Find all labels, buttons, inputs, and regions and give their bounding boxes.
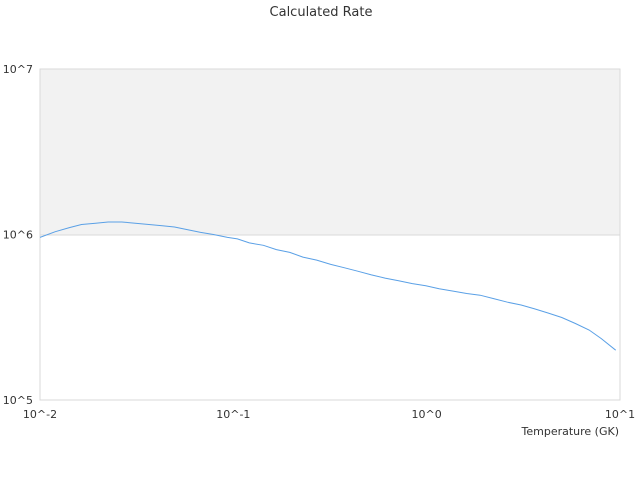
- y-tick-label: 10^7: [3, 63, 33, 76]
- x-tick-label: 10^0: [412, 408, 442, 421]
- y-tick-label: 10^5: [3, 394, 33, 407]
- x-tick-label: 10^-1: [216, 408, 250, 421]
- upper-band: [40, 69, 620, 235]
- chart-title: Calculated Rate: [270, 5, 373, 20]
- x-axis: 10^-2 10^-1 10^0 10^1: [23, 408, 635, 421]
- y-tick-label: 10^6: [3, 229, 33, 242]
- y-axis: 10^7 10^6 10^5: [3, 63, 33, 407]
- series-line: [39, 221, 617, 351]
- x-tick-label: 10^1: [605, 408, 635, 421]
- x-tick-label: 10^-2: [23, 408, 57, 421]
- x-axis-label: Temperature (GK): [521, 425, 620, 438]
